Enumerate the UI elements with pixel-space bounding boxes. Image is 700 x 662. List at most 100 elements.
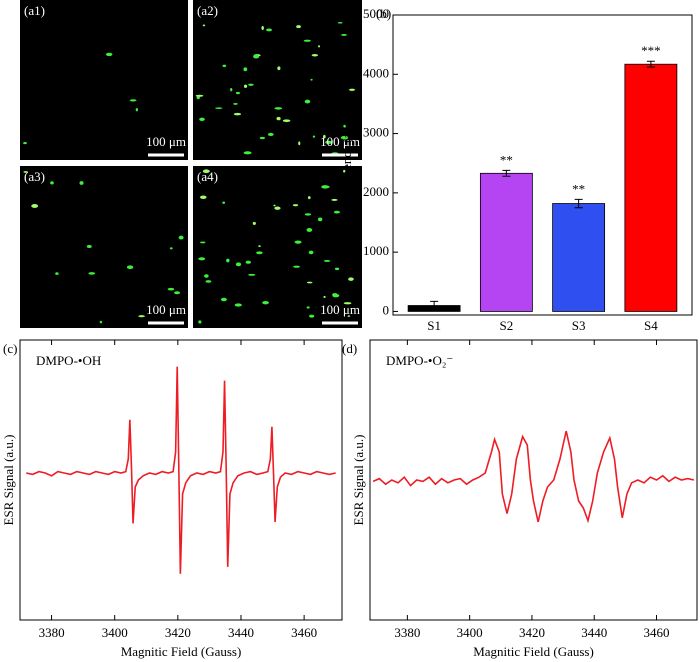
speck <box>274 206 281 210</box>
x-axis-label: Magnitic Field (Gauss) <box>121 644 242 659</box>
speck <box>317 45 321 48</box>
speck <box>245 260 252 264</box>
speck <box>306 281 313 284</box>
speck <box>79 181 84 185</box>
speck <box>325 140 333 144</box>
speck <box>235 91 240 95</box>
speck <box>262 301 269 305</box>
speck <box>198 320 202 324</box>
micrograph <box>193 166 362 328</box>
y-tick-label: 5000 <box>363 6 389 21</box>
chart-title: DMPO-•OH <box>36 353 101 368</box>
speck <box>261 26 264 31</box>
speck <box>55 272 59 275</box>
speck <box>215 107 223 110</box>
speck <box>243 151 252 155</box>
speck <box>234 303 242 307</box>
speck <box>298 141 301 146</box>
speck <box>222 201 226 204</box>
error-bar <box>574 198 583 209</box>
speck <box>304 213 312 216</box>
y-axis-label: Fluorescence (a.u.) <box>339 115 354 214</box>
speck <box>331 198 338 201</box>
error-bar <box>430 300 439 311</box>
speck <box>322 185 330 189</box>
speck <box>198 257 206 261</box>
micrograph <box>193 0 362 160</box>
speck <box>348 277 354 281</box>
speck <box>226 258 230 263</box>
speck <box>303 39 311 42</box>
speck <box>306 228 313 232</box>
speck <box>333 210 340 214</box>
speck <box>174 291 181 295</box>
x-tick-label: 3400 <box>102 625 128 640</box>
x-tick-label: 3380 <box>39 625 65 640</box>
speck <box>277 66 281 71</box>
axes-frame <box>19 339 343 621</box>
speck <box>258 245 261 248</box>
error-bar <box>646 60 655 68</box>
speck <box>50 181 54 185</box>
y-tick-label: 1000 <box>363 243 389 258</box>
speck <box>323 295 326 299</box>
speck <box>233 103 238 105</box>
esr-line <box>26 366 336 574</box>
panel-label: (c) <box>3 341 17 356</box>
esr-line <box>372 430 695 524</box>
speck <box>266 28 273 32</box>
panel-label: (a2) <box>197 3 218 18</box>
speck <box>235 262 242 267</box>
speck <box>178 235 184 240</box>
bar <box>552 203 606 312</box>
speck <box>243 84 248 88</box>
y-tick-label: 2000 <box>363 184 389 199</box>
speck <box>88 272 96 275</box>
speck <box>343 169 346 173</box>
speck <box>307 196 311 200</box>
micrograph <box>20 166 188 328</box>
x-tick-label: S4 <box>644 318 658 333</box>
x-tick-label: S2 <box>500 318 514 333</box>
speck <box>348 88 356 91</box>
speck <box>308 250 314 255</box>
y-tick-label: 3000 <box>363 125 389 140</box>
speck <box>23 142 27 145</box>
axes-frame <box>392 14 693 316</box>
x-tick-label: 3460 <box>291 625 317 640</box>
speck <box>233 112 242 116</box>
significance: ** <box>572 181 585 196</box>
x-tick-label: 3400 <box>457 625 483 640</box>
scale-bar-label: 100 μm <box>320 134 360 149</box>
speck <box>276 116 281 121</box>
speck <box>304 99 311 104</box>
speck <box>333 293 338 297</box>
speck <box>86 245 92 249</box>
speck <box>129 99 137 102</box>
speck <box>135 108 139 112</box>
speck <box>243 67 248 72</box>
speck <box>259 136 266 140</box>
axes-frame <box>369 339 698 621</box>
speck <box>169 247 173 250</box>
speck <box>195 94 204 97</box>
speck <box>347 315 351 318</box>
speck <box>343 302 352 305</box>
speck <box>312 135 316 138</box>
bar <box>624 63 678 312</box>
speck <box>200 195 207 199</box>
x-tick-label: S1 <box>427 318 441 333</box>
panel-label: (a1) <box>24 3 45 18</box>
speck <box>274 107 283 110</box>
speck <box>202 24 206 27</box>
speck <box>248 83 254 86</box>
significance: *** <box>641 43 661 58</box>
panel-label: (b) <box>376 6 391 21</box>
x-tick-label: 3380 <box>394 625 420 640</box>
speck <box>126 265 134 270</box>
speck <box>311 53 319 57</box>
speck <box>200 241 206 244</box>
speck <box>292 204 299 207</box>
speck <box>296 25 301 29</box>
speck <box>204 274 209 278</box>
